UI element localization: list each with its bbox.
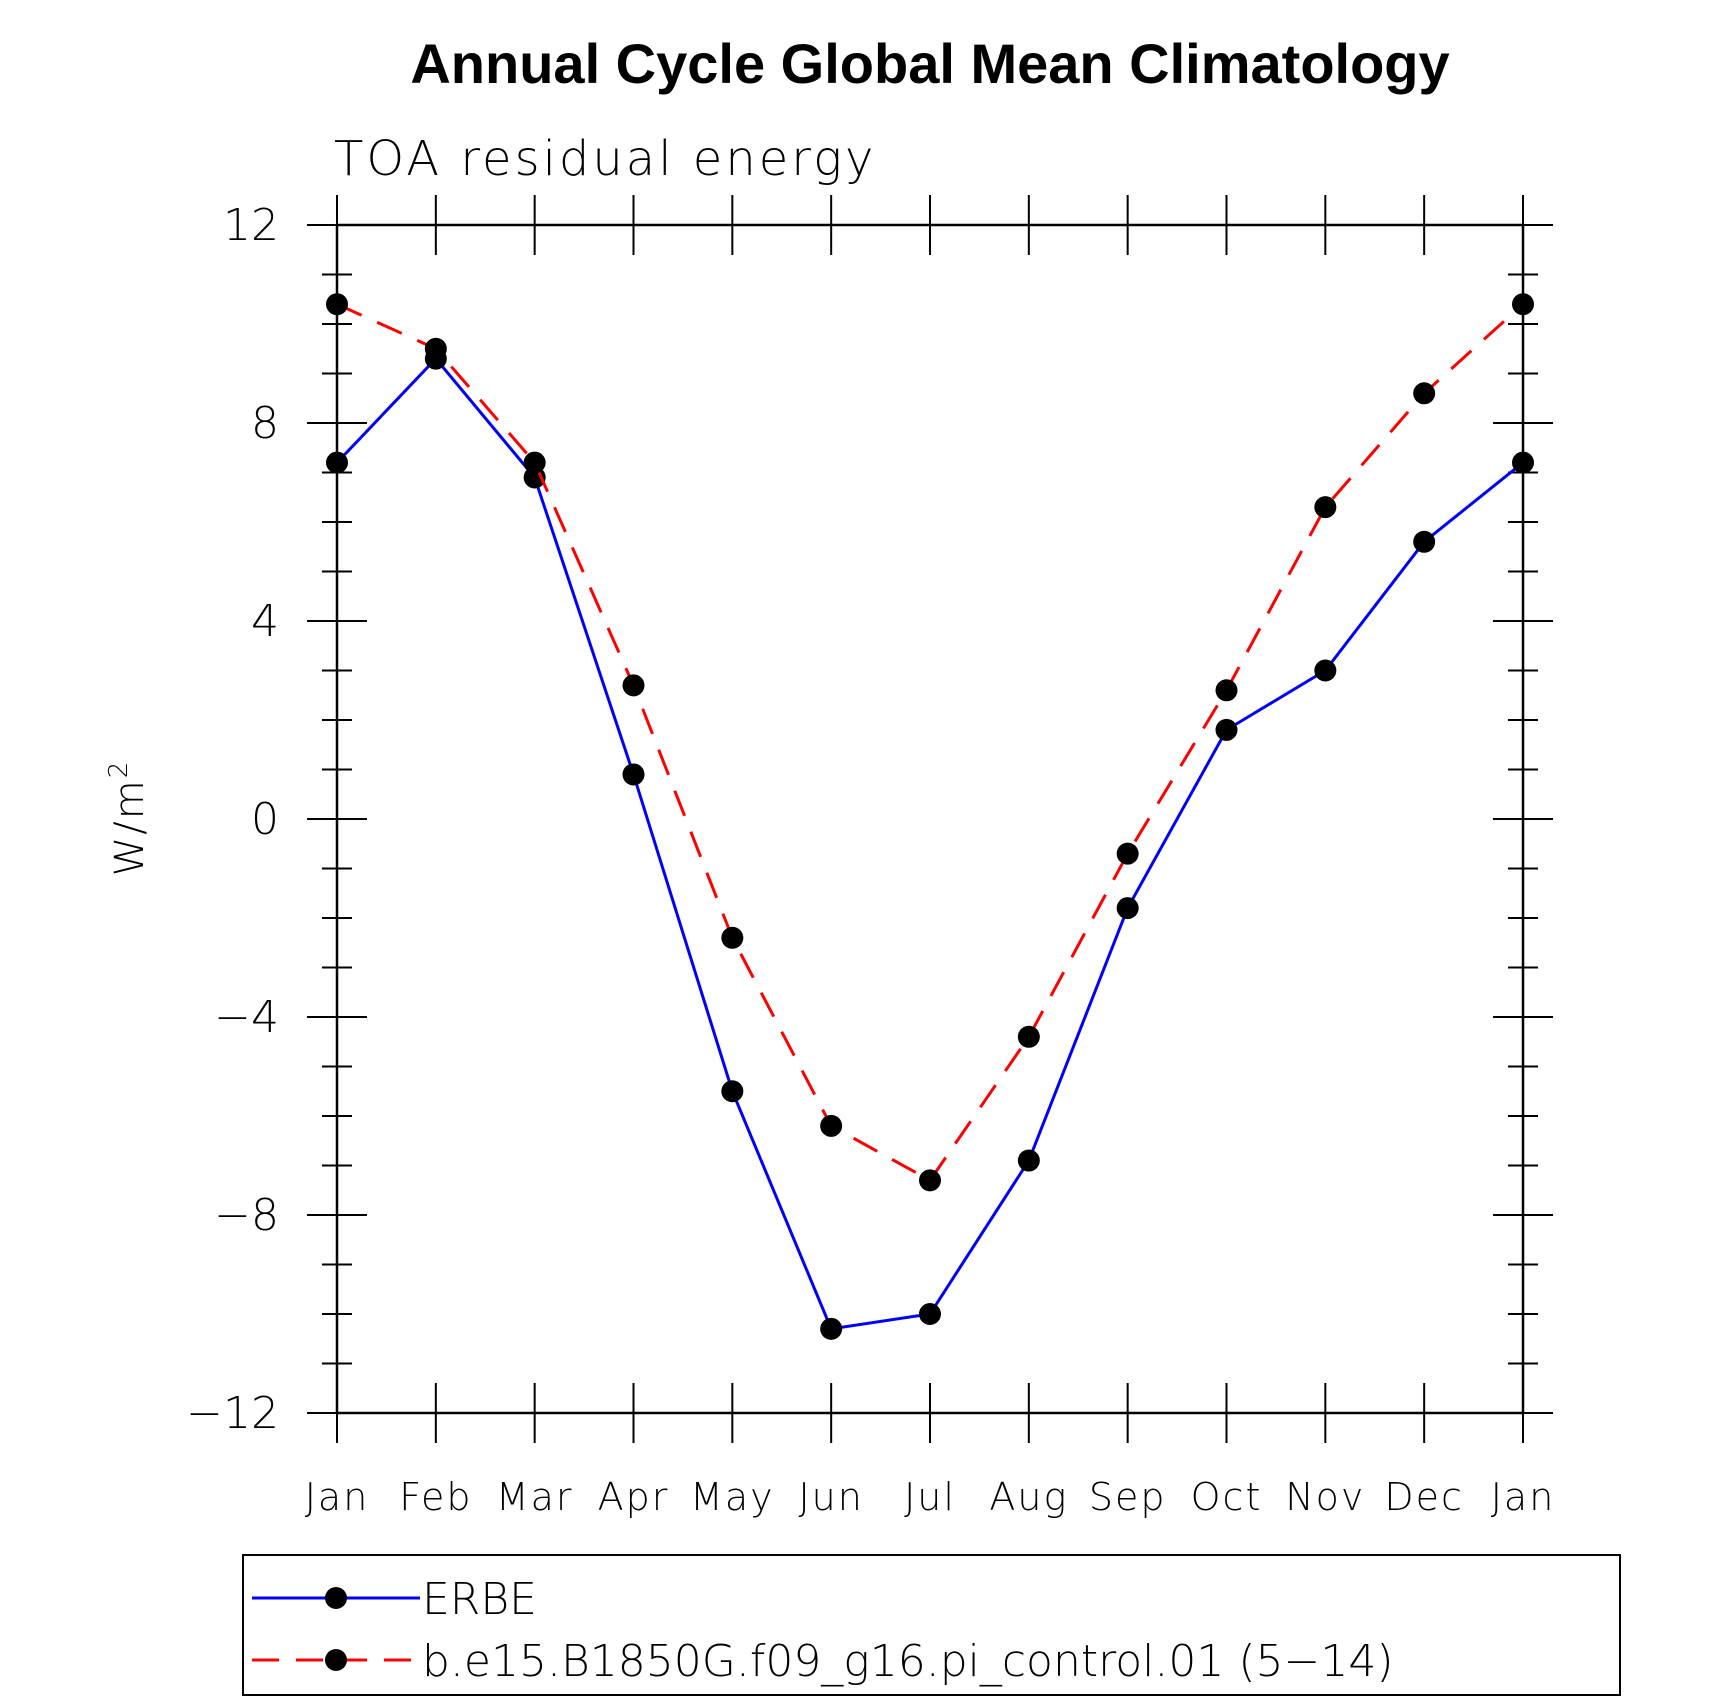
y-axis-label: W/m2	[104, 760, 153, 877]
x-tick-label: Jan	[1491, 1475, 1556, 1519]
legend-marker-0	[325, 1587, 347, 1609]
y-tick-label: 8	[251, 398, 279, 449]
series-1-point	[622, 674, 645, 697]
series-1-line	[336, 302, 1525, 1183]
series-0-point	[622, 763, 645, 786]
series-1-point	[523, 451, 546, 474]
y-axis-label-superscript: 2	[104, 760, 134, 779]
series-0-point	[1413, 530, 1436, 553]
series-0-point	[820, 1317, 843, 1340]
series-1-point	[1314, 496, 1337, 519]
plot-frame	[335, 223, 1525, 1415]
legend: ERBE b.e15.B1850G.f09_g16.pi_control.01 (…	[242, 1554, 1621, 1696]
series-1-point	[1116, 842, 1139, 865]
legend-label-1: b.e15.B1850G.f09_g16.pi_control.01 (5−14…	[422, 1636, 1394, 1687]
x-tick-label: Dec	[1384, 1475, 1464, 1519]
series-lines	[326, 293, 1534, 1340]
series-1-point	[1413, 382, 1436, 405]
series-0-point	[1215, 718, 1238, 741]
series-1-point	[820, 1114, 843, 1137]
series-1-point	[721, 926, 744, 949]
y-tick-label: −12	[186, 1388, 279, 1439]
series-0-point	[1116, 897, 1139, 920]
legend-marker-1	[325, 1649, 347, 1671]
x-tick-label: Nov	[1285, 1475, 1365, 1519]
x-tick-label: Jul	[904, 1475, 956, 1519]
legend-label-0: ERBE	[422, 1574, 537, 1625]
x-tick-label: Sep	[1089, 1475, 1167, 1519]
legend-box	[242, 1554, 1621, 1696]
x-tick-label: Feb	[399, 1475, 472, 1519]
x-tick-label: May	[690, 1475, 775, 1519]
series-0-point	[1512, 451, 1534, 474]
y-axis-label-text: W/m	[107, 778, 153, 876]
series-1-point	[424, 337, 447, 360]
x-tick-label: Jun	[798, 1475, 863, 1519]
y-tick-label: 12	[223, 200, 279, 251]
y-tick-label: −4	[214, 992, 279, 1043]
y-tick-label: 4	[251, 596, 279, 647]
axes: 12 8 4 0 −4 −8 −12 Jan Feb Mar Apr May Jun Jul Aug Sep O…	[186, 195, 1556, 1519]
series-0-point	[1314, 659, 1337, 682]
series-1-point	[1215, 679, 1238, 702]
y-tick-label: −8	[214, 1190, 279, 1241]
series-1-point	[326, 293, 348, 316]
x-tick-label: Apr	[598, 1475, 670, 1519]
series-1-point	[1512, 293, 1534, 316]
x-tick-label: Mar	[496, 1475, 574, 1519]
chart-title: Annual Cycle Global Mean Climatology	[410, 32, 1449, 95]
series-0-point	[326, 451, 348, 474]
series-0-point	[919, 1303, 941, 1325]
x-tick-label: Jan	[305, 1475, 370, 1519]
series-1-point	[919, 1169, 941, 1192]
series-0-point	[1017, 1149, 1040, 1172]
series-0-point	[721, 1080, 744, 1103]
series-1-point	[1017, 1025, 1040, 1048]
chart-subtitle: TOA residual energy	[334, 131, 876, 187]
y-tick-label: 0	[251, 794, 279, 845]
x-tick-label: Oct	[1191, 1475, 1263, 1519]
x-tick-label: Aug	[989, 1475, 1068, 1519]
